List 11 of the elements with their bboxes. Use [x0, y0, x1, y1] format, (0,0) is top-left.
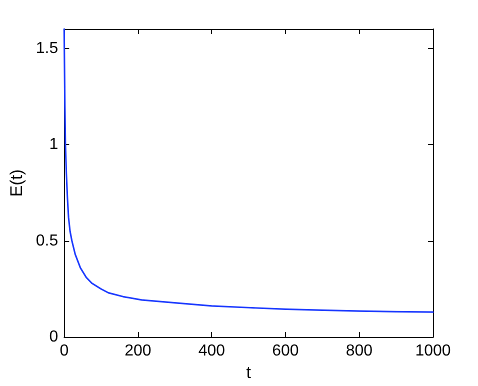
y-tick-label: 1: [49, 136, 58, 154]
x-axis-title: t: [246, 363, 252, 382]
y-axis-title: E(t): [7, 169, 26, 197]
y-tick-label: 1.5: [36, 40, 58, 57]
x-tick-label: 600: [272, 342, 299, 360]
x-tick-label: 800: [346, 342, 373, 360]
y-tick-label: 0.5: [36, 232, 58, 250]
x-tick-label: 200: [124, 342, 152, 360]
x-tick-label: 1000: [415, 342, 451, 360]
x-tick-label: 400: [198, 342, 226, 360]
y-tick-label: 0: [49, 328, 58, 346]
